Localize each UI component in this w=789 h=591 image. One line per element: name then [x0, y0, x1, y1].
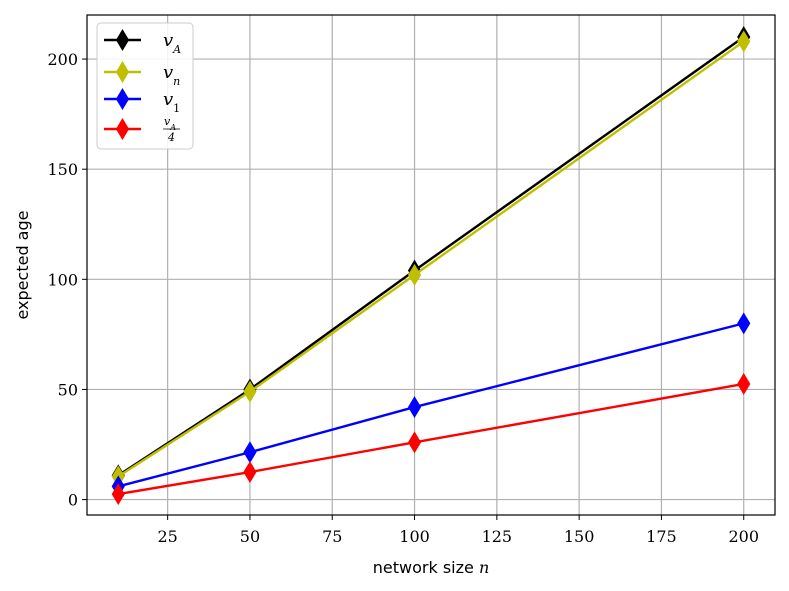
series-line	[117, 322, 745, 488]
legend-marker	[115, 88, 130, 110]
x-tick-label: 150	[564, 527, 595, 546]
series-layer	[111, 26, 751, 506]
data-point	[111, 483, 125, 506]
legend-label: vA	[164, 115, 176, 132]
y-tick-label: 200	[47, 50, 78, 69]
data-point	[737, 372, 751, 395]
y-tick-label: 0	[68, 491, 78, 510]
legend-label: v1	[163, 89, 180, 115]
legend-marker	[115, 118, 130, 140]
x-axis-label: network size n	[373, 558, 490, 577]
legend-item: v1	[104, 88, 180, 115]
data-point	[407, 396, 422, 419]
legend-denominator: 4	[167, 131, 175, 144]
data-point	[243, 380, 257, 403]
data-point	[407, 431, 422, 454]
y-tick-label: 100	[47, 270, 78, 289]
data-point	[243, 461, 257, 484]
x-tick-label: 200	[728, 527, 759, 546]
data-point	[407, 263, 422, 286]
x-tick-label: 75	[322, 527, 342, 546]
legend-item: vA	[104, 29, 181, 56]
y-tick-label: 150	[47, 160, 78, 179]
x-tick-label: 50	[240, 527, 260, 546]
x-axis-label-variable: n	[479, 558, 489, 577]
data-point	[737, 312, 751, 335]
grid	[87, 15, 775, 515]
legend-item: vA4	[104, 115, 180, 144]
x-tick-label: 175	[646, 527, 677, 546]
series-4	[111, 372, 751, 506]
series-3	[111, 312, 751, 498]
legend-label: vn	[163, 62, 180, 88]
data-point	[737, 30, 751, 53]
x-axis-label-text: network size	[373, 558, 474, 577]
y-tick-label: 50	[58, 380, 78, 399]
x-tick-label: 25	[157, 527, 177, 546]
legend-marker	[115, 61, 130, 83]
legend-item: vn	[104, 61, 180, 88]
series-line	[118, 382, 744, 496]
legend-box	[96, 22, 194, 150]
legend-marker	[115, 29, 130, 51]
plot-frame	[86, 14, 776, 516]
legend-label: vA	[163, 30, 181, 56]
x-tick-label: 100	[399, 527, 430, 546]
x-tick-label: 125	[482, 527, 513, 546]
ticks: 25 50 75 100 125 150 175 200 0 50 100 150 200	[47, 50, 759, 546]
series-line	[117, 40, 745, 478]
y-axis-label: expected age	[13, 211, 32, 320]
plot-background	[87, 15, 775, 515]
series-line	[117, 36, 745, 477]
